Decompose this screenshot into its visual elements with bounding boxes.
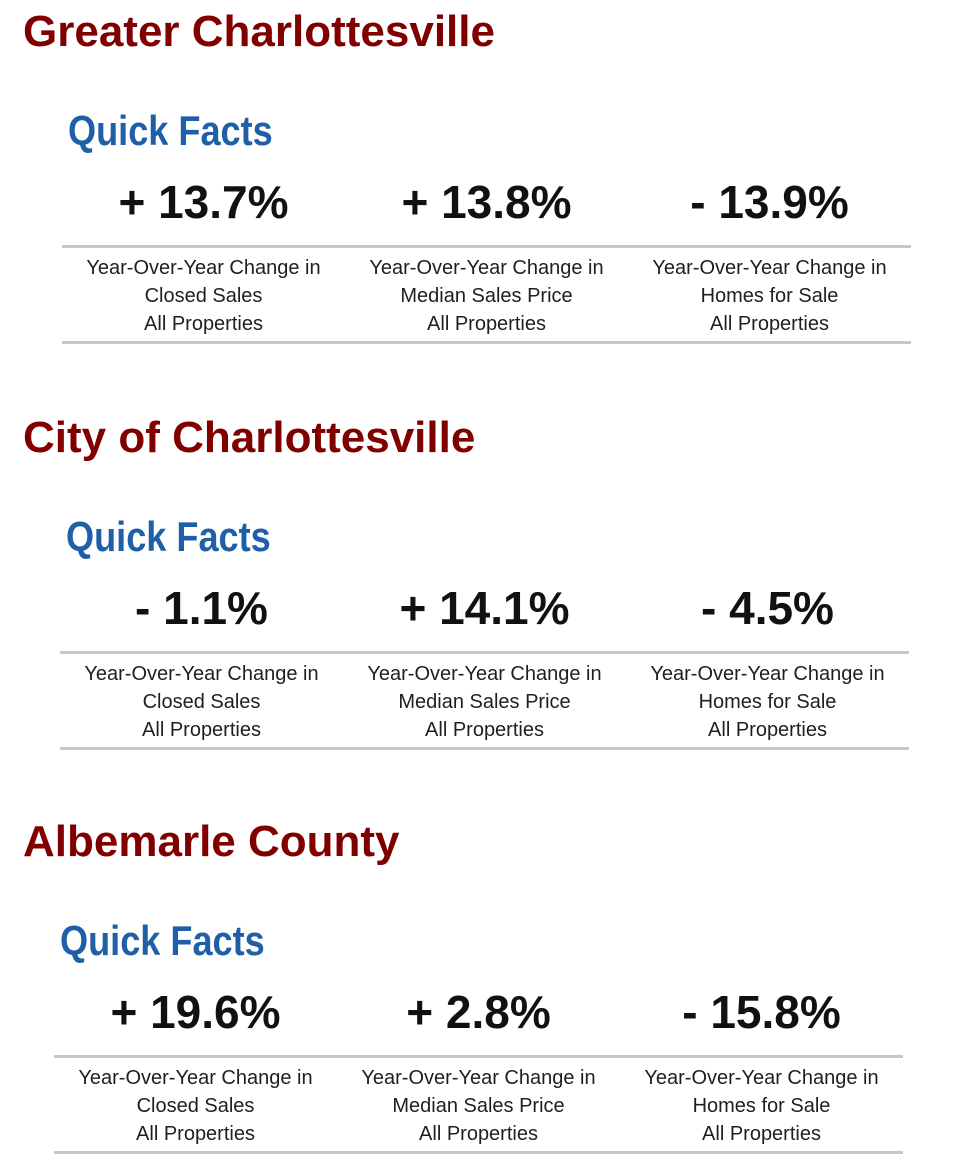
stat-desc-line: All Properties [144, 313, 263, 335]
divider [60, 747, 343, 750]
divider [628, 245, 911, 248]
stat-desc-line: Year-Over-Year Change in [84, 663, 319, 685]
region-section-greater-charlottesville: Greater Charlottesville Quick Facts + 13… [0, 6, 968, 346]
stat-desc-line: Homes for Sale [700, 285, 839, 307]
stat-desc-line: All Properties [425, 719, 544, 741]
stat-homes-for-sale: - 4.5% Year-Over-Year Change in Homes fo… [626, 580, 909, 752]
stat-median-sales-price: + 2.8% Year-Over-Year Change in Median S… [337, 984, 620, 1156]
stat-homes-for-sale: - 15.8% Year-Over-Year Change in Homes f… [620, 984, 903, 1156]
stat-homes-for-sale: - 13.9% Year-Over-Year Change in Homes f… [628, 174, 911, 346]
stat-desc-line: All Properties [702, 1123, 821, 1145]
quick-facts-heading: Quick Facts [66, 513, 271, 560]
divider [62, 341, 345, 344]
divider [54, 1151, 337, 1154]
stat-desc-line: Year-Over-Year Change in [367, 663, 602, 685]
stat-desc-line: Year-Over-Year Change in [369, 257, 604, 279]
stat-desc-line: Closed Sales [144, 285, 263, 307]
stat-description: Year-Over-Year Change in Homes for Sale … [626, 660, 909, 744]
stat-desc-line: All Properties [136, 1123, 255, 1145]
divider [60, 651, 343, 654]
stat-desc-line: All Properties [710, 313, 829, 335]
stat-desc-line: All Properties [708, 719, 827, 741]
region-title: Greater Charlottesville [23, 7, 495, 56]
stat-description: Year-Over-Year Change in Homes for Sale … [628, 254, 911, 338]
stat-desc-line: Year-Over-Year Change in [86, 257, 321, 279]
stat-value: + 13.8% [401, 176, 572, 228]
stat-closed-sales: + 13.7% Year-Over-Year Change in Closed … [62, 174, 345, 346]
divider [337, 1151, 620, 1154]
stat-median-sales-price: + 14.1% Year-Over-Year Change in Median … [343, 580, 626, 752]
stat-desc-line: Homes for Sale [692, 1095, 831, 1117]
stat-desc-line: Year-Over-Year Change in [652, 257, 887, 279]
stat-desc-line: Year-Over-Year Change in [650, 663, 885, 685]
stat-desc-line: Closed Sales [142, 691, 261, 713]
stat-desc-line: Year-Over-Year Change in [78, 1067, 313, 1089]
stat-desc-line: Closed Sales [136, 1095, 255, 1117]
divider [343, 651, 626, 654]
divider [626, 747, 909, 750]
stat-closed-sales: - 1.1% Year-Over-Year Change in Closed S… [60, 580, 343, 752]
stat-desc-line: Median Sales Price [398, 691, 571, 713]
stat-desc-line: All Properties [142, 719, 261, 741]
divider [54, 1055, 337, 1058]
stat-value: - 4.5% [701, 582, 834, 634]
stat-description: Year-Over-Year Change in Median Sales Pr… [345, 254, 628, 338]
divider [62, 245, 345, 248]
divider [620, 1055, 903, 1058]
quick-facts-heading: Quick Facts [68, 107, 273, 154]
stat-closed-sales: + 19.6% Year-Over-Year Change in Closed … [54, 984, 337, 1156]
stat-value: - 13.9% [690, 176, 849, 228]
stat-description: Year-Over-Year Change in Closed Sales Al… [60, 660, 343, 744]
quick-facts-row: + 13.7% Year-Over-Year Change in Closed … [62, 174, 912, 346]
region-title: City of Charlottesville [23, 413, 476, 462]
divider [345, 341, 628, 344]
stat-desc-line: Year-Over-Year Change in [361, 1067, 596, 1089]
divider [345, 245, 628, 248]
stat-median-sales-price: + 13.8% Year-Over-Year Change in Median … [345, 174, 628, 346]
stat-desc-line: All Properties [419, 1123, 538, 1145]
stat-value: + 13.7% [118, 176, 289, 228]
region-title: Albemarle County [23, 817, 400, 866]
quick-facts-row: - 1.1% Year-Over-Year Change in Closed S… [60, 580, 910, 752]
quick-facts-row: + 19.6% Year-Over-Year Change in Closed … [54, 984, 904, 1156]
stat-desc-line: Homes for Sale [698, 691, 837, 713]
quick-facts-heading: Quick Facts [60, 917, 265, 964]
stat-value: + 14.1% [399, 582, 570, 634]
stat-description: Year-Over-Year Change in Homes for Sale … [620, 1064, 903, 1148]
stat-value: - 1.1% [135, 582, 268, 634]
stat-description: Year-Over-Year Change in Closed Sales Al… [54, 1064, 337, 1148]
stat-description: Year-Over-Year Change in Median Sales Pr… [337, 1064, 620, 1148]
stat-desc-line: Median Sales Price [392, 1095, 565, 1117]
divider [343, 747, 626, 750]
stat-value: + 2.8% [406, 986, 551, 1038]
stat-desc-line: All Properties [427, 313, 546, 335]
stat-desc-line: Year-Over-Year Change in [644, 1067, 879, 1089]
divider [337, 1055, 620, 1058]
region-section-city-of-charlottesville: City of Charlottesville Quick Facts - 1.… [0, 412, 968, 752]
stat-value: - 15.8% [682, 986, 841, 1038]
stat-description: Year-Over-Year Change in Median Sales Pr… [343, 660, 626, 744]
divider [628, 341, 911, 344]
divider [626, 651, 909, 654]
stat-value: + 19.6% [110, 986, 281, 1038]
stat-desc-line: Median Sales Price [400, 285, 573, 307]
divider [620, 1151, 903, 1154]
region-section-albemarle-county: Albemarle County Quick Facts + 19.6% Yea… [0, 816, 968, 1156]
stat-description: Year-Over-Year Change in Closed Sales Al… [62, 254, 345, 338]
